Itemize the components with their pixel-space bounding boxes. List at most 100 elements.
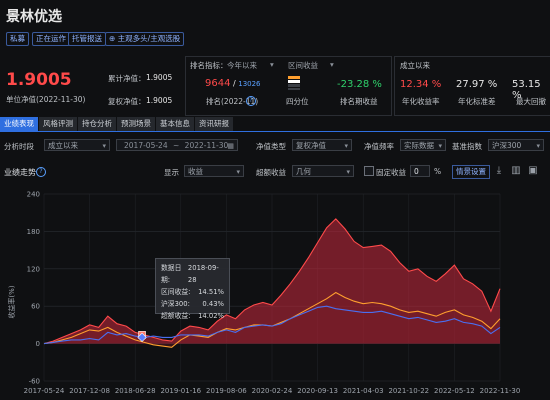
tag-private[interactable]: 私募 xyxy=(6,32,29,46)
annual-std-label: 年化标准差 xyxy=(458,97,496,106)
display-label: 显示 xyxy=(164,168,179,177)
main-tabs: 业绩表现 风格评测 持仓分析 预测场景 基本信息 资讯研报 xyxy=(0,117,234,131)
y-axis-label: 收益率(%) xyxy=(7,285,16,318)
fixed-return-unit: % xyxy=(434,167,442,176)
annual-return-label: 年化收益率 xyxy=(402,97,440,106)
bar-chart-icon[interactable]: ▥ xyxy=(511,165,521,176)
rank-value: 9644 xyxy=(205,78,231,89)
nav-freq-label: 净值频率 xyxy=(364,142,394,151)
period-return-label: 排名期收益 xyxy=(340,97,378,106)
chevron-down-icon: ▾ xyxy=(536,142,540,150)
x-tick-label: 2021-04-03 xyxy=(343,387,384,395)
tab-style[interactable]: 风格评测 xyxy=(39,117,77,131)
y-tick-label: 60 xyxy=(31,303,40,311)
chart-title: 业绩走势 xyxy=(4,168,36,177)
download-icon[interactable]: ⤓ xyxy=(496,165,502,176)
indicator-label: 排名指标： xyxy=(190,61,228,70)
nav-freq-select[interactable]: 实际数据 ▾ xyxy=(400,139,446,151)
chevron-down-icon: ▾ xyxy=(438,142,442,150)
indicator2-select[interactable]: 区间收益 xyxy=(288,61,318,70)
chevron-down-icon: ▾ xyxy=(236,168,240,176)
x-tick-label: 2021-10-22 xyxy=(388,387,429,395)
tooltip-label: 沪深300: xyxy=(161,300,190,308)
tooltip-date-label: 数据日期: xyxy=(161,264,182,284)
chart-tooltip: 数据日期: 2018-09-28 区间收益: 14.51% 沪深300: 0.43% … xyxy=(155,258,230,320)
cum-nav-value: 1.9005 xyxy=(146,73,173,82)
calendar-icon: ▦ xyxy=(227,142,234,150)
nav-type-label: 净值类型 xyxy=(256,142,286,151)
display-select[interactable]: 收益 ▾ xyxy=(184,165,244,177)
cum-nav-label: 累计净值： xyxy=(108,74,146,83)
y-tick-label: 240 xyxy=(27,191,40,199)
help-icon[interactable]: ? xyxy=(36,167,46,177)
x-tick-label: 2017-12-08 xyxy=(69,387,110,395)
tooltip-value: 14.51% xyxy=(198,288,224,296)
tab-research[interactable]: 资讯研报 xyxy=(195,117,233,131)
rank-total: 13026 xyxy=(238,80,261,88)
chevron-down-icon: ▾ xyxy=(102,142,106,150)
y-tick-label: 180 xyxy=(27,228,40,236)
y-tick-label: -60 xyxy=(29,378,40,386)
rank-display: 9644 / 13026 xyxy=(205,78,261,89)
x-tick-label: 2020-02-24 xyxy=(252,387,293,395)
chevron-down-icon: ▾ xyxy=(344,142,348,150)
tooltip-value: 0.43% xyxy=(202,300,224,308)
indicator-select[interactable]: 今年以来 xyxy=(227,61,257,70)
nav-type-select[interactable]: 复权净值 ▾ xyxy=(292,139,352,151)
series-area xyxy=(44,292,500,348)
quartile-label: 四分位 xyxy=(286,97,309,106)
fixed-return-label: 固定收益 xyxy=(376,168,406,177)
series-line xyxy=(43,305,501,345)
x-tick-label: 2022-11-30 xyxy=(480,387,521,395)
tab-holdings[interactable]: 持仓分析 xyxy=(78,117,116,131)
tag-custody[interactable]: 托管报送 xyxy=(68,32,106,46)
period-label: 分析时段 xyxy=(4,142,34,151)
tab-scenario[interactable]: 预测场景 xyxy=(117,117,155,131)
tag-operating[interactable]: 正在运作 xyxy=(32,32,70,46)
max-drawdown-label: 最大回撤 xyxy=(516,97,546,106)
fund-name: 景林优选 xyxy=(6,9,62,25)
x-tick-label: 2022-05-12 xyxy=(434,387,475,395)
ranking-panel xyxy=(185,56,392,116)
chevron-down-icon[interactable]: ▾ xyxy=(270,60,274,69)
y-tick-label: 0 xyxy=(36,340,40,348)
max-drawdown: 53.15 % xyxy=(512,79,541,101)
scenario-settings-button[interactable]: 情景设置 xyxy=(452,165,490,179)
x-tick-label: 2019-01-16 xyxy=(160,387,201,395)
fixed-return-checkbox[interactable] xyxy=(364,166,374,176)
rank-label: 排名(2022-11) xyxy=(206,97,259,106)
y-tick-label: 120 xyxy=(27,265,40,273)
image-icon[interactable]: ▣ xyxy=(528,165,538,176)
inception-panel xyxy=(394,56,550,116)
inception-header: 成立以来 xyxy=(400,61,430,70)
performance-chart: 240 180 120 60 0 -60 2017-05-24 2017-12-08 2018… xyxy=(7,191,521,396)
tooltip-label: 区间收益: xyxy=(161,288,191,296)
strategy-tag[interactable]: ⊕ 主观多头/主观选股 xyxy=(105,32,185,46)
x-tick-label: 2018-06-28 xyxy=(115,387,156,395)
annual-return: 12.34 % xyxy=(400,79,442,90)
date-range-input[interactable]: 2017-05-24 ~ 2022-11-30 ▦ xyxy=(116,139,238,151)
x-tick-label: 2020-09-13 xyxy=(297,387,338,395)
benchmark-select[interactable]: 沪深300 ▾ xyxy=(488,139,544,151)
help-icon[interactable]: ? xyxy=(246,96,256,106)
tab-basic-info[interactable]: 基本信息 xyxy=(156,117,194,131)
hover-marker xyxy=(137,332,147,343)
tooltip-label: 超额收益: xyxy=(161,312,191,320)
period-return: -23.28 % xyxy=(337,79,382,90)
adj-nav-label: 复权净值： xyxy=(108,97,146,106)
series-line xyxy=(43,218,501,345)
tooltip-value: 14.02% xyxy=(198,312,224,320)
chevron-down-icon: ▾ xyxy=(346,168,350,176)
excess-select[interactable]: 几何 ▾ xyxy=(292,165,354,177)
tab-performance[interactable]: 业绩表现 xyxy=(0,117,38,131)
nav-date-label: 单位净值(2022-11-30) xyxy=(6,95,86,104)
annual-std: 27.97 % xyxy=(456,79,498,90)
x-tick-label: 2019-08-06 xyxy=(206,387,247,395)
quartile-icon xyxy=(288,76,300,90)
adj-nav-value: 1.9005 xyxy=(146,96,173,105)
fixed-return-input[interactable]: 0 xyxy=(410,165,430,177)
benchmark-label: 基准指数 xyxy=(452,142,482,151)
tabs-underline xyxy=(0,131,550,132)
period-select[interactable]: 成立以来 ▾ xyxy=(44,139,110,151)
chevron-down-icon[interactable]: ▾ xyxy=(330,60,334,69)
